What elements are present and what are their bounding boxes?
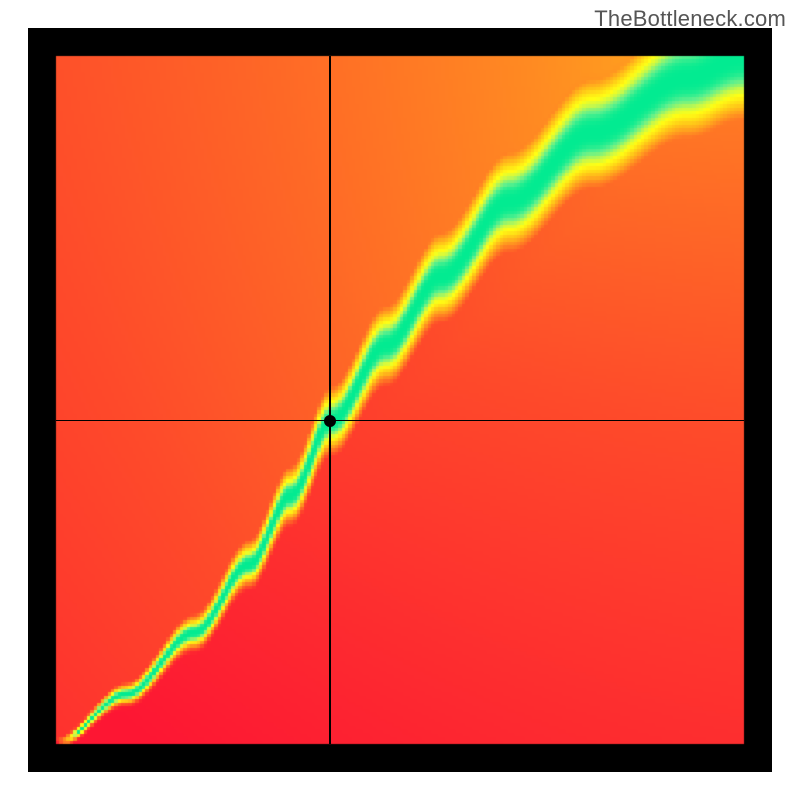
heatmap-canvas bbox=[28, 28, 772, 772]
watermark-text: TheBottleneck.com bbox=[594, 6, 786, 32]
plot-area bbox=[28, 28, 772, 772]
crosshair-horizontal bbox=[56, 420, 744, 421]
crosshair-vertical bbox=[329, 56, 330, 744]
chart-container: TheBottleneck.com bbox=[0, 0, 800, 800]
marker-dot bbox=[324, 415, 336, 427]
